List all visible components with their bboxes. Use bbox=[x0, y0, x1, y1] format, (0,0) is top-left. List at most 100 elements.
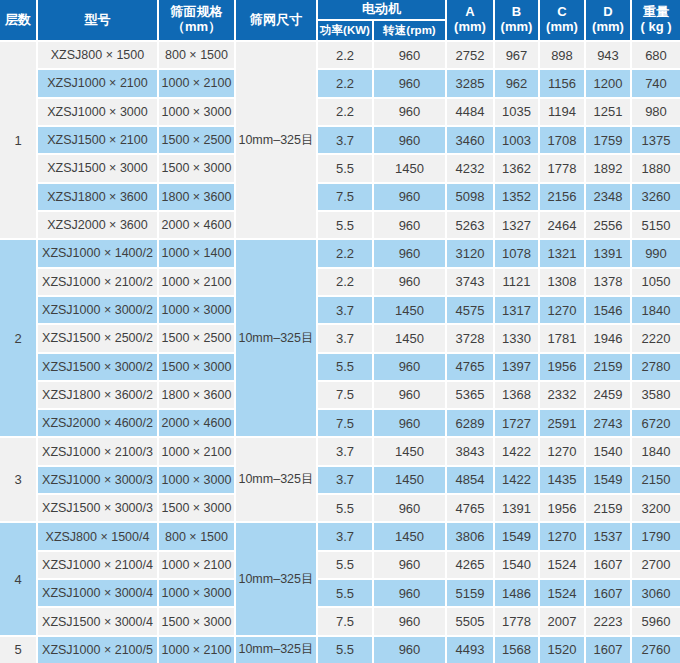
dim-b-cell: 967 bbox=[495, 42, 538, 68]
dim-b-cell: 1327 bbox=[495, 212, 538, 238]
motor-power-cell: 3.7 bbox=[318, 467, 372, 493]
dim-d-cell: 1759 bbox=[586, 127, 630, 153]
dim-d-cell: 2159 bbox=[586, 354, 630, 380]
dim-a-cell: 4265 bbox=[447, 552, 493, 578]
layer-count-cell: 3 bbox=[0, 438, 36, 521]
screen-spec-cell: 1000 × 2100 bbox=[159, 70, 234, 96]
model-cell: XZSJ1500 × 3000/4 bbox=[38, 608, 157, 634]
dim-a-cell: 6289 bbox=[447, 410, 493, 436]
layer-count-cell: 2 bbox=[0, 240, 36, 436]
dim-c-cell: 1708 bbox=[540, 127, 584, 153]
dim-a-cell: 5263 bbox=[447, 212, 493, 238]
screen-spec-cell: 1000 × 3000 bbox=[159, 99, 234, 125]
screen-spec-cell: 1000 × 2100 bbox=[159, 552, 234, 578]
model-cell: XZSJ1000 × 3000/3 bbox=[38, 467, 157, 493]
weight-cell: 3580 bbox=[632, 382, 680, 408]
dim-c-cell: 1308 bbox=[540, 269, 584, 295]
model-cell: XZSJ1000 × 2100/2 bbox=[38, 269, 157, 295]
dim-a-cell: 3728 bbox=[447, 325, 493, 351]
screen-spec-cell: 1000 × 1400 bbox=[159, 240, 234, 266]
mesh-size-cell: 10mm–325目 bbox=[236, 438, 316, 521]
model-cell: XZSJ800 × 1500/4 bbox=[38, 523, 157, 549]
dim-b-cell: 1035 bbox=[495, 99, 538, 125]
dim-d-cell: 1391 bbox=[586, 240, 630, 266]
motor-speed-cell: 960 bbox=[374, 127, 445, 153]
dim-b-cell: 1121 bbox=[495, 269, 538, 295]
header-screen-spec-line2: （mm） bbox=[172, 20, 221, 35]
header-weight-line1: 重量 bbox=[643, 5, 669, 20]
header-motor-power-label: 功率(KW) bbox=[320, 24, 370, 37]
motor-speed-cell: 960 bbox=[374, 354, 445, 380]
weight-cell: 2150 bbox=[632, 467, 680, 493]
dim-c-cell: 1778 bbox=[540, 155, 584, 181]
weight-cell: 2760 bbox=[632, 637, 680, 663]
screen-spec-cell: 1000 × 2100 bbox=[159, 637, 234, 663]
dim-b-cell: 1368 bbox=[495, 382, 538, 408]
motor-power-cell: 5.5 bbox=[318, 580, 372, 606]
weight-cell: 680 bbox=[632, 42, 680, 68]
dim-b-cell: 1422 bbox=[495, 467, 538, 493]
weight-cell: 1840 bbox=[632, 438, 680, 464]
header-model-label: 型号 bbox=[85, 13, 111, 28]
header-dim-b: B (mm) bbox=[495, 0, 538, 40]
motor-speed-cell: 1450 bbox=[374, 155, 445, 181]
motor-speed-cell: 960 bbox=[374, 495, 445, 521]
dim-d-cell: 1892 bbox=[586, 155, 630, 181]
header-dim-c-line1: C bbox=[557, 5, 566, 20]
motor-power-cell: 3.7 bbox=[318, 325, 372, 351]
dim-c-cell: 1321 bbox=[540, 240, 584, 266]
screen-spec-cell: 1000 × 2100 bbox=[159, 438, 234, 464]
dim-b-cell: 1568 bbox=[495, 637, 538, 663]
dim-a-cell: 2752 bbox=[447, 42, 493, 68]
motor-power-cell: 2.2 bbox=[318, 42, 372, 68]
motor-power-cell: 5.5 bbox=[318, 155, 372, 181]
motor-power-cell: 5.5 bbox=[318, 212, 372, 238]
dim-b-cell: 1549 bbox=[495, 523, 538, 549]
motor-speed-cell: 1450 bbox=[374, 467, 445, 493]
weight-cell: 1790 bbox=[632, 523, 680, 549]
screen-spec-cell: 1500 × 3000 bbox=[159, 495, 234, 521]
dim-c-cell: 1435 bbox=[540, 467, 584, 493]
screen-spec-cell: 1500 × 2500 bbox=[159, 325, 234, 351]
model-cell: XZSJ1500 × 3000/3 bbox=[38, 495, 157, 521]
motor-speed-cell: 960 bbox=[374, 580, 445, 606]
dim-d-cell: 2159 bbox=[586, 495, 630, 521]
mesh-size-cell: 10mm–325目 bbox=[236, 637, 316, 663]
weight-cell: 980 bbox=[632, 99, 680, 125]
dim-d-cell: 2556 bbox=[586, 212, 630, 238]
model-cell: XZSJ1800 × 3600 bbox=[38, 184, 157, 210]
motor-speed-cell: 960 bbox=[374, 382, 445, 408]
dim-c-cell: 1956 bbox=[540, 354, 584, 380]
motor-power-cell: 7.5 bbox=[318, 410, 372, 436]
dim-d-cell: 2223 bbox=[586, 608, 630, 634]
model-cell: XZSJ1500 × 2100 bbox=[38, 127, 157, 153]
screen-spec-cell: 800 × 1500 bbox=[159, 42, 234, 68]
motor-speed-cell: 960 bbox=[374, 552, 445, 578]
dim-b-cell: 1486 bbox=[495, 580, 538, 606]
dim-d-cell: 1549 bbox=[586, 467, 630, 493]
weight-cell: 1375 bbox=[632, 127, 680, 153]
dim-d-cell: 1946 bbox=[586, 325, 630, 351]
motor-power-cell: 3.7 bbox=[318, 438, 372, 464]
motor-power-cell: 5.5 bbox=[318, 495, 372, 521]
model-cell: XZSJ1500 × 3000 bbox=[38, 155, 157, 181]
model-cell: XZSJ1000 × 3000/4 bbox=[38, 580, 157, 606]
dim-d-cell: 1537 bbox=[586, 523, 630, 549]
model-cell: XZSJ1500 × 3000/2 bbox=[38, 354, 157, 380]
dim-c-cell: 2464 bbox=[540, 212, 584, 238]
weight-cell: 990 bbox=[632, 240, 680, 266]
screen-spec-cell: 1500 × 3000 bbox=[159, 354, 234, 380]
dim-a-cell: 4854 bbox=[447, 467, 493, 493]
dim-c-cell: 1270 bbox=[540, 297, 584, 323]
motor-power-cell: 7.5 bbox=[318, 608, 372, 634]
dim-a-cell: 4232 bbox=[447, 155, 493, 181]
motor-power-cell: 5.5 bbox=[318, 637, 372, 663]
model-cell: XZSJ1000 × 1400/2 bbox=[38, 240, 157, 266]
weight-cell: 3260 bbox=[632, 184, 680, 210]
screen-spec-cell: 800 × 1500 bbox=[159, 523, 234, 549]
dim-a-cell: 5505 bbox=[447, 608, 493, 634]
dim-d-cell: 2348 bbox=[586, 184, 630, 210]
dim-d-cell: 943 bbox=[586, 42, 630, 68]
motor-power-cell: 2.2 bbox=[318, 269, 372, 295]
dim-c-cell: 1956 bbox=[540, 495, 584, 521]
